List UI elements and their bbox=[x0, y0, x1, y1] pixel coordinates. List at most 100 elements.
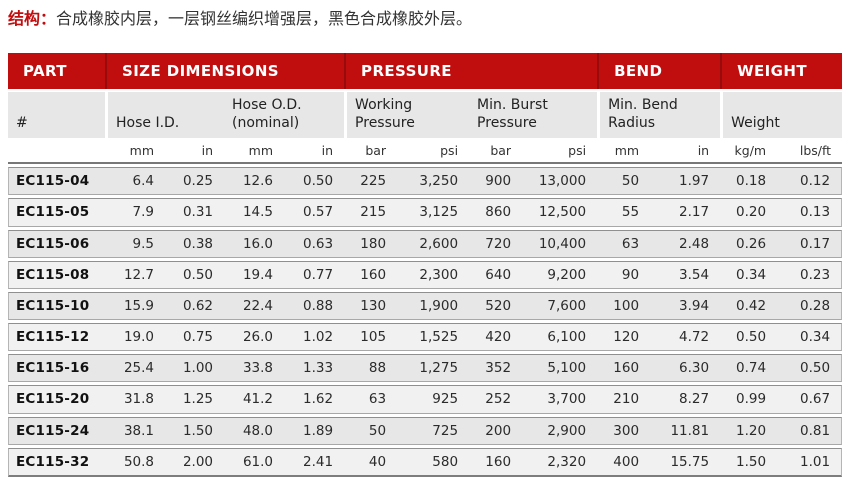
unit-label: mm bbox=[105, 141, 165, 165]
cell-value: 2,320 bbox=[522, 447, 598, 478]
table-row: EC115-16 25.4 1.00 33.8 1.33 88 1,275 352 5,100 1… bbox=[8, 354, 843, 383]
cell-value: 50 bbox=[597, 167, 651, 196]
part-number: EC115-32 bbox=[8, 447, 105, 478]
spec-table: PART SIZE DIMENSIONS PRESSURE BEND WEIGHT # Ho… bbox=[8, 50, 843, 480]
cell-value: 15.9 bbox=[105, 291, 165, 321]
subheader-min-bend-radius: Min. Bend Radius bbox=[597, 91, 721, 139]
cell-value: 0.20 bbox=[720, 198, 778, 227]
subheader-#: # bbox=[8, 91, 105, 139]
cell-value: 0.28 bbox=[777, 291, 843, 321]
unit-label: psi bbox=[522, 141, 598, 165]
cell-value: 3,700 bbox=[522, 385, 598, 414]
cell-value: 2,300 bbox=[397, 260, 470, 289]
cell-value: 105 bbox=[344, 323, 398, 352]
cell-value: 352 bbox=[469, 354, 523, 383]
cell-value: 15.75 bbox=[650, 447, 721, 478]
cell-value: 2.17 bbox=[650, 198, 721, 227]
cell-value: 9,200 bbox=[522, 260, 598, 289]
cell-value: 50.8 bbox=[105, 447, 165, 478]
table-row: EC115-05 7.9 0.31 14.5 0.57 215 3,125 860 12,500… bbox=[8, 198, 843, 227]
part-number: EC115-04 bbox=[8, 167, 105, 196]
cell-value: 0.67 bbox=[777, 385, 843, 414]
cell-value: 1.20 bbox=[720, 416, 778, 445]
cell-value: 0.77 bbox=[284, 260, 345, 289]
cell-value: 40 bbox=[344, 447, 398, 478]
cell-value: 7,600 bbox=[522, 291, 598, 321]
cell-value: 0.74 bbox=[720, 354, 778, 383]
cell-value: 61.0 bbox=[224, 447, 284, 478]
unit-label: in bbox=[650, 141, 721, 165]
cell-value: 0.50 bbox=[720, 323, 778, 352]
cell-value: 48.0 bbox=[224, 416, 284, 445]
cell-value: 0.88 bbox=[284, 291, 345, 321]
cell-value: 2.48 bbox=[650, 229, 721, 258]
cell-value: 0.50 bbox=[165, 260, 224, 289]
cell-value: 0.34 bbox=[720, 260, 778, 289]
cell-value: 215 bbox=[344, 198, 398, 227]
cell-value: 16.0 bbox=[224, 229, 284, 258]
cell-value: 300 bbox=[597, 416, 651, 445]
part-number: EC115-24 bbox=[8, 416, 105, 445]
unit-label: bar bbox=[344, 141, 398, 165]
table-row: EC115-08 12.7 0.50 19.4 0.77 160 2,300 640 9,200… bbox=[8, 260, 843, 289]
cell-value: 6,100 bbox=[522, 323, 598, 352]
cell-value: 0.99 bbox=[720, 385, 778, 414]
part-number: EC115-06 bbox=[8, 229, 105, 258]
cell-value: 225 bbox=[344, 167, 398, 196]
cell-value: 1,900 bbox=[397, 291, 470, 321]
cell-value: 160 bbox=[344, 260, 398, 289]
cell-value: 0.50 bbox=[284, 167, 345, 196]
cell-value: 19.0 bbox=[105, 323, 165, 352]
cell-value: 14.5 bbox=[224, 198, 284, 227]
cell-value: 63 bbox=[344, 385, 398, 414]
unit-label: bar bbox=[469, 141, 523, 165]
cell-value: 0.18 bbox=[720, 167, 778, 196]
cell-value: 0.13 bbox=[777, 198, 843, 227]
part-number: EC115-05 bbox=[8, 198, 105, 227]
cell-value: 640 bbox=[469, 260, 523, 289]
cell-value: 13,000 bbox=[522, 167, 598, 196]
cell-value: 9.5 bbox=[105, 229, 165, 258]
table-row: EC115-10 15.9 0.62 22.4 0.88 130 1,900 520 7,600… bbox=[8, 291, 843, 321]
cell-value: 88 bbox=[344, 354, 398, 383]
cell-value: 720 bbox=[469, 229, 523, 258]
unit-label: lbs/ft bbox=[777, 141, 843, 165]
cell-value: 0.26 bbox=[720, 229, 778, 258]
cell-value: 22.4 bbox=[224, 291, 284, 321]
cell-value: 160 bbox=[469, 447, 523, 478]
section-header-size-dimensions: SIZE DIMENSIONS bbox=[105, 52, 345, 89]
cell-value: 900 bbox=[469, 167, 523, 196]
section-header-pressure: PRESSURE bbox=[344, 52, 598, 89]
unit-label bbox=[8, 141, 105, 165]
table-row: EC115-24 38.1 1.50 48.0 1.89 50 725 200 2,900 300… bbox=[8, 416, 843, 445]
section-header-bend: BEND bbox=[597, 52, 721, 89]
cell-value: 63 bbox=[597, 229, 651, 258]
cell-value: 6.30 bbox=[650, 354, 721, 383]
section-header-part: PART bbox=[8, 52, 105, 89]
cell-value: 100 bbox=[597, 291, 651, 321]
unit-label: psi bbox=[397, 141, 470, 165]
cell-value: 0.34 bbox=[777, 323, 843, 352]
part-number: EC115-16 bbox=[8, 354, 105, 383]
cell-value: 5,100 bbox=[522, 354, 598, 383]
part-number: EC115-10 bbox=[8, 291, 105, 321]
cell-value: 8.27 bbox=[650, 385, 721, 414]
cell-value: 4.72 bbox=[650, 323, 721, 352]
cell-value: 1.33 bbox=[284, 354, 345, 383]
cell-value: 55 bbox=[597, 198, 651, 227]
cell-value: 3,250 bbox=[397, 167, 470, 196]
part-number: EC115-08 bbox=[8, 260, 105, 289]
cell-value: 0.31 bbox=[165, 198, 224, 227]
cell-value: 860 bbox=[469, 198, 523, 227]
units-row: mm in mm in bar psi bar psi mm in kg/m lbs/ft bbox=[8, 141, 843, 165]
cell-value: 0.75 bbox=[165, 323, 224, 352]
cell-value: 26.0 bbox=[224, 323, 284, 352]
cell-value: 1.50 bbox=[165, 416, 224, 445]
cell-value: 0.50 bbox=[777, 354, 843, 383]
cell-value: 0.38 bbox=[165, 229, 224, 258]
section-header-row: PART SIZE DIMENSIONS PRESSURE BEND WEIGHT bbox=[8, 52, 843, 89]
cell-value: 0.57 bbox=[284, 198, 345, 227]
cell-value: 1.02 bbox=[284, 323, 345, 352]
cell-value: 12,500 bbox=[522, 198, 598, 227]
cell-value: 6.4 bbox=[105, 167, 165, 196]
